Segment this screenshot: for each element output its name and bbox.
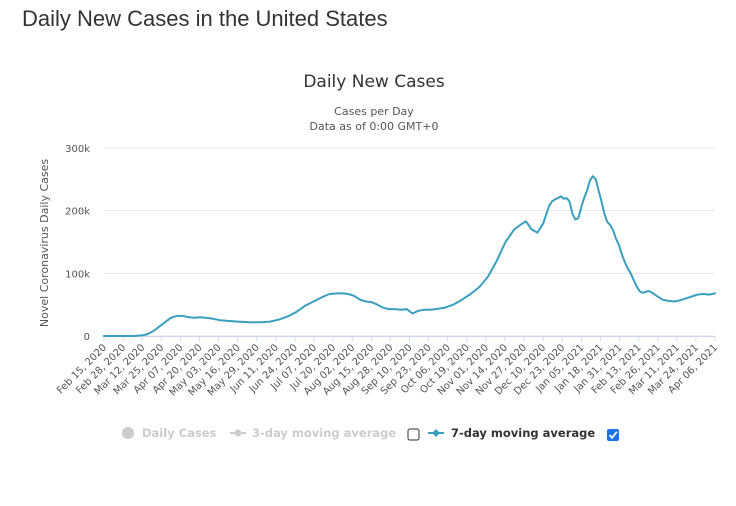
legend-item-daily-cases[interactable]: Daily Cases [122, 426, 217, 440]
y-axis-title: Novel Coronavirus Daily Cases [38, 159, 51, 327]
y-tick-label: 100k [65, 269, 90, 280]
chart-title: Daily New Cases [303, 72, 445, 92]
checkmark-icon [608, 431, 618, 440]
legend-3day-label: 3-day moving average [252, 426, 396, 440]
page-title: Daily New Cases in the United States [22, 6, 388, 31]
legend-3day-marker [234, 429, 242, 437]
checkbox-7day-average[interactable] [607, 429, 619, 441]
series-line-7day-average[interactable] [103, 175, 716, 337]
y-axis: 0 100k 200k 300k [65, 144, 90, 343]
series-group [103, 175, 716, 337]
legend: Daily Cases 3-day moving average 7-day m… [122, 426, 619, 441]
legend-item-7day-average[interactable]: 7-day moving average [428, 426, 595, 440]
chart-subtitle: Cases per Day [334, 105, 414, 118]
checkbox-7day-box [607, 429, 619, 441]
grid [104, 147, 715, 337]
legend-daily-cases-marker [122, 427, 134, 439]
legend-7day-label: 7-day moving average [451, 426, 595, 440]
checkbox-3day-average[interactable] [407, 428, 420, 441]
chart-subtitle-date: Data as of 0:00 GMT+0 [310, 120, 439, 133]
legend-item-3day-average[interactable]: 3-day moving average [230, 426, 396, 440]
legend-7day-marker [432, 429, 440, 437]
legend-daily-cases-label: Daily Cases [142, 426, 217, 440]
y-tick-label: 200k [65, 207, 90, 218]
y-tick-label: 0 [84, 332, 90, 343]
y-tick-label: 300k [65, 144, 90, 155]
